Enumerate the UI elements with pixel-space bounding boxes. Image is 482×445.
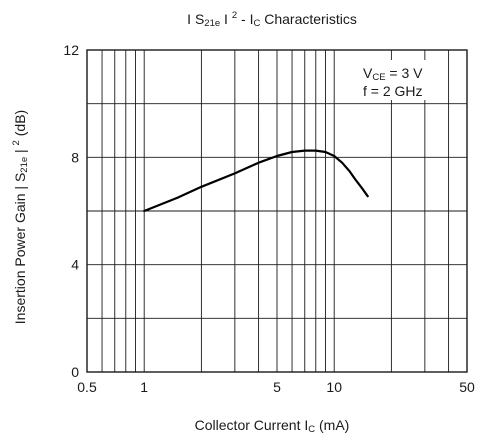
chart-title: I S21e I 2 - IC Characteristics bbox=[187, 10, 357, 29]
x-tick-label: 1 bbox=[140, 379, 148, 395]
grid bbox=[87, 50, 467, 372]
annotation-box: VCE = 3 V f = 2 GHz bbox=[356, 60, 448, 100]
series-group bbox=[143, 149, 369, 213]
x-tick-label: 0.5 bbox=[77, 379, 97, 395]
x-axis-label: Collector Current IC (mA) bbox=[195, 417, 350, 435]
tick-labels: 0.5 1 5 10 50 0 4 8 12 bbox=[63, 42, 475, 395]
y-tick-label: 0 bbox=[71, 364, 79, 380]
series-line bbox=[143, 149, 369, 213]
annotation-vce: VCE = 3 V bbox=[363, 65, 423, 83]
y-tick-label: 4 bbox=[71, 257, 79, 273]
annotation-frequency: f = 2 GHz bbox=[363, 83, 423, 99]
x-tick-label: 10 bbox=[326, 379, 342, 395]
y-axis-label: Insertion Power Gain | S21e | 2 (dB) bbox=[11, 110, 30, 324]
x-tick-label: 50 bbox=[459, 379, 475, 395]
y-tick-label: 8 bbox=[71, 149, 79, 165]
y-tick-label: 12 bbox=[63, 42, 79, 58]
plot-frame bbox=[86, 49, 468, 373]
x-tick-label: 5 bbox=[273, 379, 281, 395]
